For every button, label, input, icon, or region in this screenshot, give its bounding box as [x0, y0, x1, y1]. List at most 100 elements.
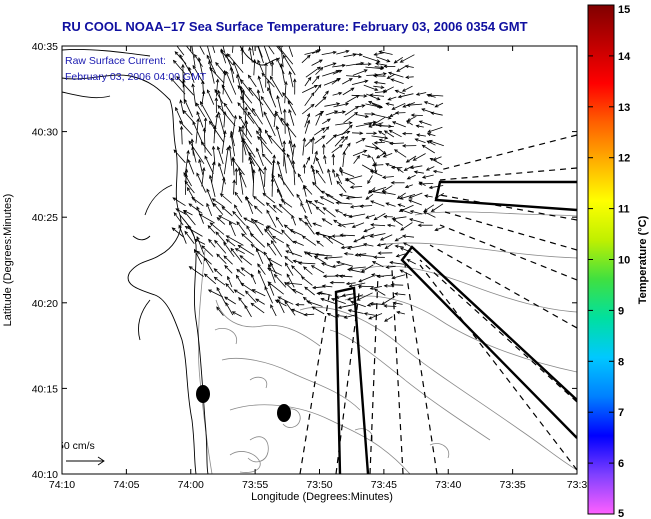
- current-arrow: [360, 233, 375, 239]
- current-arrow: [368, 189, 386, 194]
- current-arrow: [184, 230, 195, 245]
- current-arrow: [302, 85, 319, 93]
- current-arrow: [251, 107, 263, 125]
- current-arrow: [288, 108, 295, 126]
- wedge-outlines: [334, 180, 577, 474]
- current-arrow: [303, 251, 313, 257]
- current-arrow: [313, 255, 327, 264]
- current-arrow: [351, 94, 368, 98]
- current-arrow: [188, 203, 203, 214]
- x-tick-label: 73:3: [567, 479, 588, 491]
- current-arrow: [356, 292, 373, 301]
- current-arrow: [281, 229, 295, 244]
- current-arrow: [206, 89, 215, 105]
- current-arrow: [198, 158, 204, 176]
- current-arrow: [346, 244, 365, 250]
- current-arrow: [251, 273, 257, 285]
- current-arrow: [225, 235, 244, 246]
- map-title: RU COOL NOAA–17 Sea Surface Temperature:…: [62, 19, 528, 34]
- current-arrow: [334, 209, 343, 214]
- current-arrow: [224, 296, 237, 305]
- current-arrow: [325, 134, 337, 145]
- current-arrow: [331, 77, 341, 85]
- current-arrow: [404, 64, 414, 69]
- current-arrow: [311, 306, 325, 315]
- current-arrow: [206, 188, 215, 207]
- current-arrow: [371, 163, 384, 167]
- current-arrow: [332, 91, 343, 96]
- current-arrow: [347, 294, 364, 301]
- current-arrow: [338, 193, 356, 198]
- current-arrow: [373, 52, 385, 56]
- current-arrow: [213, 268, 223, 277]
- current-arrow: [257, 75, 264, 94]
- current-arrow: [240, 267, 253, 277]
- colorbar-tick-label: 5: [618, 508, 624, 519]
- current-arrow: [200, 141, 213, 156]
- current-arrow: [176, 76, 194, 96]
- current-arrow: [422, 211, 436, 218]
- current-arrow: [234, 167, 239, 185]
- current-arrow: [311, 136, 315, 154]
- current-arrow: [367, 175, 373, 185]
- current-arrow: [291, 160, 296, 186]
- current-arrow: [266, 242, 277, 256]
- current-arrow: [287, 100, 297, 116]
- current-arrow: [356, 114, 369, 118]
- current-arrow: [208, 174, 216, 197]
- current-arrow: [231, 158, 245, 176]
- current-arrow: [295, 302, 305, 307]
- current-arrow: [322, 234, 334, 244]
- current-arrow: [362, 55, 381, 63]
- current-arrow: [284, 262, 294, 276]
- current-arrow: [382, 191, 396, 195]
- current-arrow: [267, 281, 284, 295]
- current-arrow: [327, 236, 344, 246]
- current-arrow: [216, 145, 224, 165]
- current-arrow: [248, 46, 253, 63]
- current-arrow: [335, 260, 354, 267]
- current-arrow: [406, 259, 416, 265]
- current-arrow: [214, 97, 219, 113]
- current-arrow: [413, 170, 424, 174]
- current-arrow: [304, 214, 312, 228]
- current-arrow: [231, 311, 242, 317]
- current-arrow: [296, 193, 303, 204]
- current-arrow: [232, 114, 237, 136]
- current-arrow: [424, 194, 433, 198]
- current-arrow: [394, 244, 404, 248]
- current-arrow: [291, 265, 303, 277]
- current-arrow: [377, 251, 393, 255]
- current-arrow: [288, 70, 294, 88]
- current-arrow: [187, 187, 197, 203]
- current-arrow: [339, 170, 355, 177]
- colorbar-tick-label: 9: [618, 305, 624, 317]
- station-marker: [277, 404, 291, 422]
- plot-area: 50 cm/s Raw Surface Current: February 03…: [61, 45, 578, 475]
- current-arrow: [208, 60, 215, 84]
- current-arrow: [343, 252, 354, 256]
- current-arrow: [286, 273, 295, 288]
- current-arrow: [270, 60, 275, 77]
- current-arrow: [302, 137, 307, 156]
- current-arrow: [176, 46, 185, 56]
- current-arrow: [389, 260, 405, 265]
- current-arrow: [305, 156, 310, 165]
- current-arrow: [229, 133, 235, 157]
- current-arrow: [183, 209, 196, 226]
- current-arrow: [375, 56, 391, 63]
- current-arrow: [353, 154, 361, 164]
- current-arrow: [279, 63, 285, 83]
- current-arrow: [341, 124, 353, 136]
- current-arrow: [342, 87, 355, 96]
- current-arrow: [223, 255, 233, 265]
- current-arrow: [268, 263, 276, 284]
- current-arrow: [373, 114, 392, 120]
- current-arrow: [314, 96, 327, 108]
- current-arrow: [373, 288, 386, 296]
- current-arrow: [315, 111, 322, 126]
- current-arrow: [385, 102, 394, 106]
- current-arrow: [357, 284, 374, 289]
- current-arrow: [375, 62, 387, 66]
- current-arrow: [305, 66, 321, 78]
